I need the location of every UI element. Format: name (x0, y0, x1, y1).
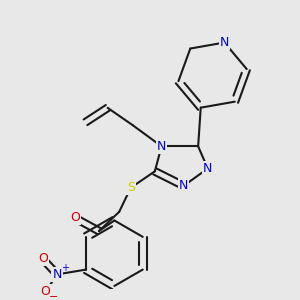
Text: O: O (41, 285, 50, 298)
Text: N: N (220, 36, 229, 49)
Text: N: N (52, 268, 62, 281)
Text: N: N (203, 162, 212, 175)
Text: S: S (127, 181, 135, 194)
Text: O: O (38, 253, 48, 266)
Text: +: + (61, 263, 69, 273)
Text: −: − (49, 292, 58, 300)
Text: O: O (70, 211, 80, 224)
Text: N: N (179, 179, 188, 192)
Text: N: N (157, 140, 166, 153)
